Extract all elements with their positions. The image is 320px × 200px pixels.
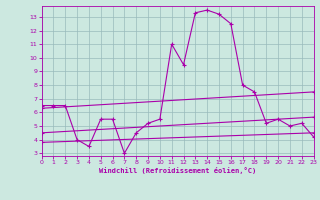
X-axis label: Windchill (Refroidissement éolien,°C): Windchill (Refroidissement éolien,°C) <box>99 167 256 174</box>
